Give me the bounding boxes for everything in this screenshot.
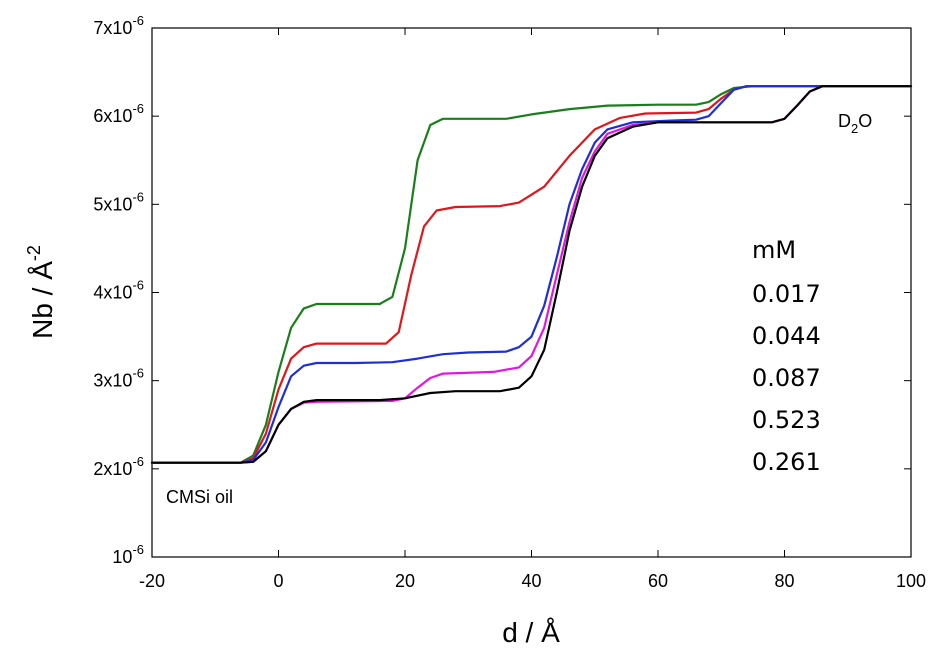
series-line-2	[150, 85, 913, 464]
legend-item: 0.017	[752, 280, 821, 308]
y-tick-label-sup: -6	[132, 101, 144, 116]
y-tick-label-base: 3x10	[93, 371, 132, 391]
x-tick-label: 80	[774, 571, 794, 591]
legend-item: 0.261	[752, 448, 821, 476]
y-tick-label: 5x10-6	[93, 189, 144, 214]
x-tick-label: 20	[395, 571, 415, 591]
y-tick-label-base: 4x10	[93, 283, 132, 303]
series-lines	[150, 85, 913, 464]
series-line-1	[150, 85, 913, 464]
x-tick-label: 100	[896, 571, 926, 591]
legend-item: 0.044	[752, 322, 821, 350]
oil-annotation: CMSi oil	[166, 487, 233, 507]
y-tick-label-base: 2x10	[93, 459, 132, 479]
x-tick-label: 40	[521, 571, 541, 591]
x-axis-title: d / Å	[502, 617, 560, 648]
x-tick-label: 60	[648, 571, 668, 591]
y-axis-title: Nb / Å-2	[24, 245, 58, 339]
axis-ticks	[151, 27, 912, 558]
legend-item: 0.523	[752, 406, 821, 434]
legend-item: 0.087	[752, 364, 821, 392]
y-tick-label: 6x10-6	[93, 101, 144, 126]
y-tick-label-sup: -6	[132, 278, 144, 293]
y-tick-label: 10-6	[112, 542, 144, 567]
svg-text:Nb / Å-2: Nb / Å-2	[24, 245, 58, 339]
y-tick-label-base: 10	[112, 547, 132, 567]
x-tick-labels: -20 0 20 40 60 80 100	[139, 571, 926, 591]
y-tick-label: 3x10-6	[93, 366, 144, 391]
y-tick-label-base: 6x10	[93, 106, 132, 126]
water-annotation-sub: 2	[851, 121, 858, 136]
series-line-0	[150, 85, 913, 464]
x-tick-label: 0	[273, 571, 283, 591]
legend-items: 0.017 0.044 0.087 0.523 0.261	[752, 280, 821, 476]
y-tick-label: 7x10-6	[93, 13, 144, 38]
y-tick-label: 4x10-6	[93, 278, 144, 303]
y-tick-label-sup: -6	[132, 454, 144, 469]
water-annotation-base: D	[838, 111, 851, 131]
water-annotation-tail: O	[858, 111, 872, 131]
y-tick-label-sup: -6	[132, 542, 144, 557]
y-tick-label-base: 7x10	[93, 18, 132, 38]
y-tick-label-sup: -6	[132, 189, 144, 204]
y-tick-label-sup: -6	[132, 366, 144, 381]
y-axis-title-sup: -2	[24, 245, 44, 261]
x-tick-label: -20	[139, 571, 165, 591]
series-line-4	[150, 85, 913, 464]
legend-title: mM	[752, 236, 796, 264]
y-tick-label: 2x10-6	[93, 454, 144, 479]
water-annotation: D2O	[838, 111, 872, 136]
y-axis-title-main: Nb / Å	[27, 261, 58, 339]
y-tick-label-base: 5x10	[93, 194, 132, 214]
y-tick-label-sup: -6	[132, 13, 144, 28]
